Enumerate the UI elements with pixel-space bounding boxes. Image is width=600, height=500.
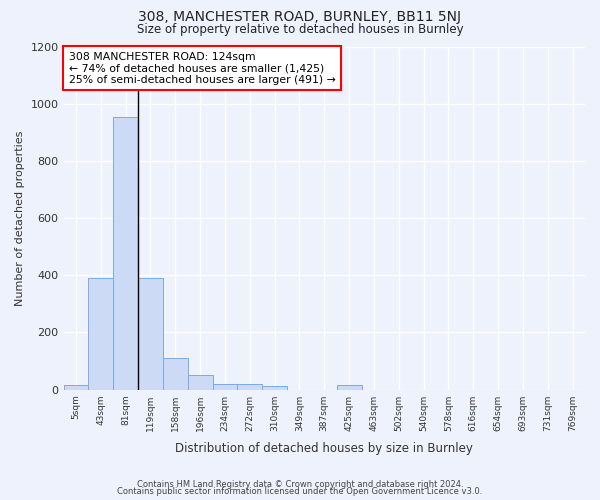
Bar <box>163 358 188 390</box>
Text: Size of property relative to detached houses in Burnley: Size of property relative to detached ho… <box>137 22 463 36</box>
Bar <box>188 376 212 390</box>
Text: 308, MANCHESTER ROAD, BURNLEY, BB11 5NJ: 308, MANCHESTER ROAD, BURNLEY, BB11 5NJ <box>139 10 461 24</box>
Bar <box>88 278 113 390</box>
Bar <box>138 278 163 390</box>
Bar <box>262 386 287 390</box>
Bar <box>337 386 362 390</box>
Bar <box>113 116 138 390</box>
Y-axis label: Number of detached properties: Number of detached properties <box>15 130 25 306</box>
Text: 308 MANCHESTER ROAD: 124sqm
← 74% of detached houses are smaller (1,425)
25% of : 308 MANCHESTER ROAD: 124sqm ← 74% of det… <box>69 52 335 85</box>
Bar <box>64 386 88 390</box>
Bar <box>238 384 262 390</box>
X-axis label: Distribution of detached houses by size in Burnley: Distribution of detached houses by size … <box>175 442 473 455</box>
Bar <box>212 384 238 390</box>
Text: Contains HM Land Registry data © Crown copyright and database right 2024.: Contains HM Land Registry data © Crown c… <box>137 480 463 489</box>
Text: Contains public sector information licensed under the Open Government Licence v3: Contains public sector information licen… <box>118 488 482 496</box>
